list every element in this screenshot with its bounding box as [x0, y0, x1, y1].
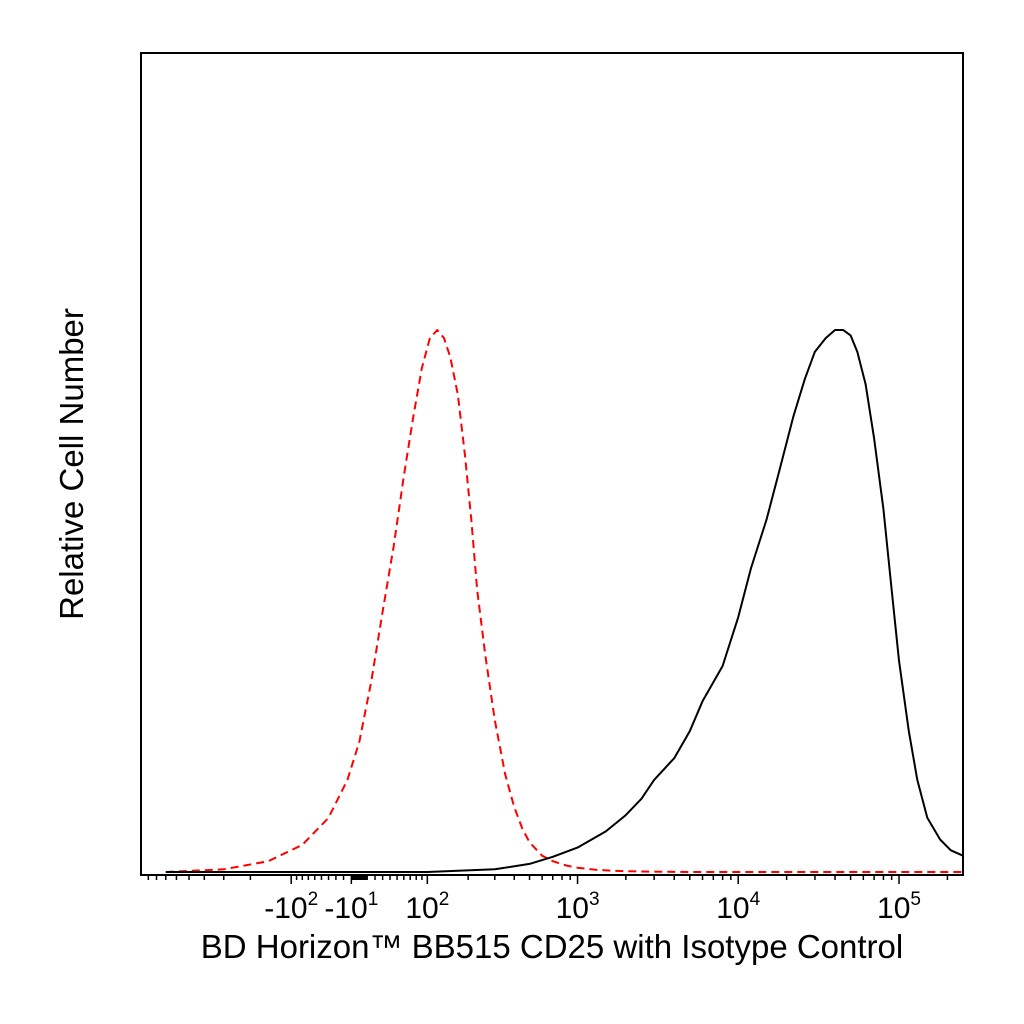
isotype-control-curve: [165, 329, 963, 873]
x-axis-title: BD Horizon™ BB515 CD25 with Isotype Cont…: [201, 928, 903, 965]
x-axis-tick-labels: -102 -101 102 103 104 105: [264, 889, 921, 925]
series-layer: [165, 329, 964, 873]
cd25-stain-curve: [165, 329, 964, 873]
x-tick-label: -102: [264, 889, 318, 925]
x-tick-label: 102: [405, 889, 449, 925]
x-axis-ticks: [147, 875, 949, 884]
x-tick-label: -101: [324, 889, 378, 925]
x-tick-label: 103: [556, 889, 600, 925]
x-tick-label: 105: [877, 889, 921, 925]
x-tick-label: 104: [716, 889, 760, 925]
plot-frame: [140, 52, 964, 876]
y-axis-title: Relative Cell Number: [53, 308, 90, 620]
